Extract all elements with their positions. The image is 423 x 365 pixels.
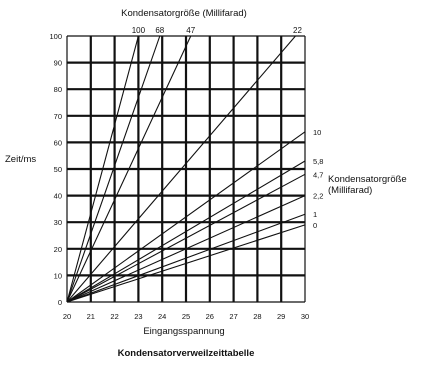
right-legend-title-line2: (Millifarad) — [328, 185, 372, 196]
x-axis-label: Eingangsspannung — [143, 326, 224, 337]
series-label: 68 — [155, 26, 164, 35]
y-tick-label: 80 — [54, 85, 62, 94]
series-line — [66, 35, 139, 303]
y-axis-label: Zeit/ms — [5, 154, 36, 165]
series-label: 22 — [293, 26, 302, 35]
y-tick-label: 20 — [54, 245, 62, 254]
series-label: 2,2 — [313, 192, 323, 201]
x-tick-label: 29 — [277, 312, 285, 321]
series-line — [66, 213, 306, 303]
series-line — [66, 224, 306, 303]
chart-title: Kondensatorverweilzeittabelle — [118, 348, 255, 359]
right-legend-title-line1: Kondensatorgröße — [328, 174, 407, 185]
y-tick-label: 70 — [54, 112, 62, 121]
x-tick-label: 23 — [134, 312, 142, 321]
x-tick-label: 25 — [182, 312, 190, 321]
y-tick-label: 0 — [58, 298, 62, 307]
y-tick-label: 10 — [54, 271, 62, 280]
series-line — [66, 195, 306, 303]
series-label: 0 — [313, 221, 317, 230]
tick-layer: 20 21 22 23 24 25 26 27 28 29 30 0 10 20 30 40 50 60 70 80 9… — [49, 32, 309, 321]
x-tick-label: 20 — [63, 312, 71, 321]
series-label: 47 — [186, 26, 195, 35]
x-tick-label: 26 — [206, 312, 214, 321]
series-line — [66, 160, 306, 303]
x-tick-label: 30 — [301, 312, 309, 321]
x-tick-label: 28 — [253, 312, 261, 321]
series-line — [66, 35, 192, 303]
x-tick-label: 22 — [110, 312, 118, 321]
series-line — [66, 131, 306, 303]
y-tick-label: 40 — [54, 192, 62, 201]
x-tick-label: 21 — [87, 312, 95, 321]
top-axis-label: Kondensatorgröße (Millifarad) — [121, 8, 247, 19]
series-line — [66, 35, 161, 303]
y-tick-label: 50 — [54, 165, 62, 174]
y-tick-label: 100 — [49, 32, 62, 41]
y-tick-label: 90 — [54, 59, 62, 68]
series-line — [66, 173, 306, 303]
series-label: 10 — [313, 128, 321, 137]
series-line — [66, 35, 296, 303]
x-tick-label: 24 — [158, 312, 166, 321]
series-label: 4,7 — [313, 170, 323, 179]
series-label: 1 — [313, 210, 317, 219]
series-label: 100 — [132, 26, 146, 35]
series-label: 5,8 — [313, 157, 323, 166]
y-tick-label: 30 — [54, 218, 62, 227]
y-tick-label: 60 — [54, 138, 62, 147]
series-layer — [66, 35, 306, 303]
x-tick-label: 27 — [229, 312, 237, 321]
